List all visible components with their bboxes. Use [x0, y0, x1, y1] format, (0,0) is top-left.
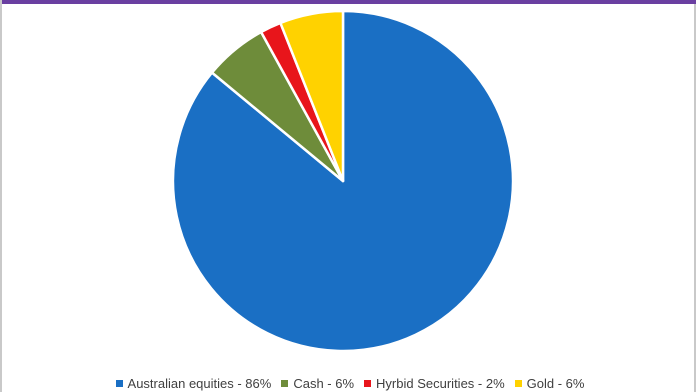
legend-item-1: Cash - 6% — [281, 376, 354, 391]
legend-label-0: Australian equities - 86% — [127, 376, 272, 391]
legend-swatch-3 — [514, 380, 522, 387]
legend: Australian equities - 86% Cash - 6% Hyrbid… — [2, 375, 696, 392]
legend-label-1: Cash - 6% — [293, 376, 355, 391]
legend-swatch-2 — [364, 380, 372, 387]
legend-swatch-1 — [281, 380, 289, 387]
pie-slice-0 — [171, 9, 515, 353]
pie-slice-3 — [279, 9, 345, 183]
legend-item-2: Hyrbid Securities - 2% — [364, 376, 505, 391]
legend-label-2: Hyrbid Securities - 2% — [376, 376, 505, 391]
legend-item-3: Gold - 6% — [514, 376, 585, 391]
legend-item-0: Australian equities - 86% — [115, 376, 272, 391]
window-top-bar — [2, 0, 696, 4]
legend-swatch-0 — [115, 380, 123, 387]
legend-label-3: Gold - 6% — [526, 376, 585, 391]
